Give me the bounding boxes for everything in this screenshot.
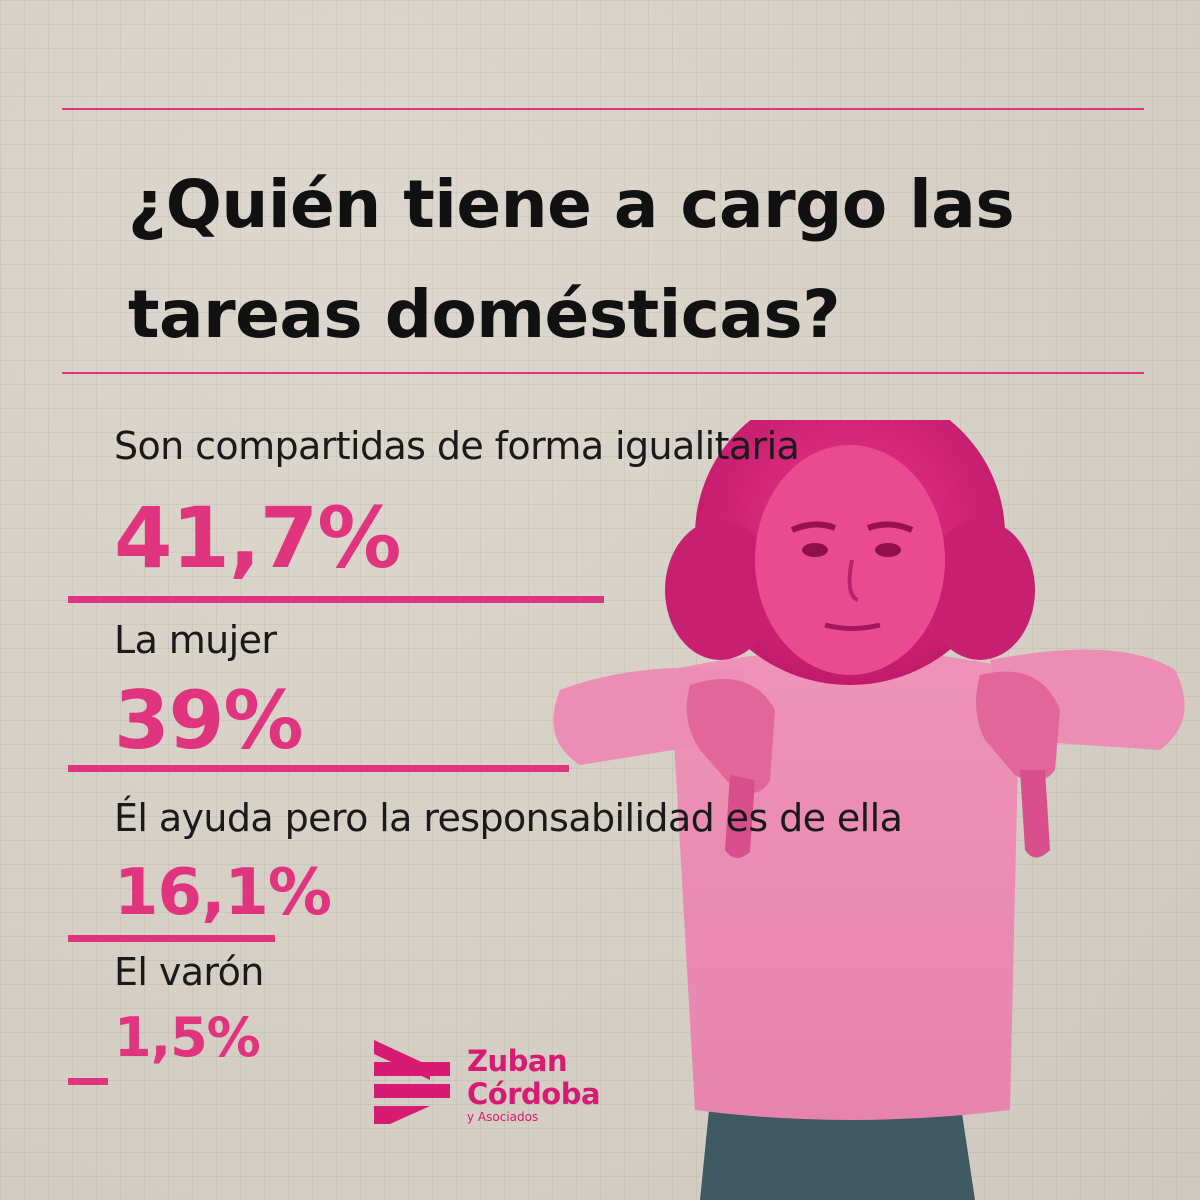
bar-3	[68, 1078, 108, 1085]
title-line-1: ¿Quién tiene a cargo las	[128, 166, 1015, 243]
value-label-2: 16,1%	[114, 856, 332, 930]
value-label-1: 39%	[114, 674, 303, 767]
title-line-2: tareas domésticas?	[128, 276, 841, 353]
woman-thumbs-down-photo	[553, 420, 1185, 1200]
category-label-3: El varón	[114, 950, 264, 994]
category-label-2: Él ayuda pero la responsabilidad es de e…	[114, 796, 903, 840]
category-label-1: La mujer	[114, 618, 277, 662]
zuban-cordoba-logo-icon	[374, 1040, 450, 1124]
bar-0	[68, 596, 604, 603]
page-title: ¿Quién tiene a cargo las tareas doméstic…	[128, 150, 1128, 370]
logo-line-1: Zuban	[467, 1044, 568, 1078]
bar-2	[68, 935, 275, 942]
top-rule	[62, 108, 1144, 110]
value-label-0: 41,7%	[114, 489, 401, 587]
bar-1	[68, 765, 570, 772]
logo-wordmark: Zuban Córdoba y Asociados	[467, 1044, 601, 1124]
title-bottom-rule	[62, 372, 1144, 374]
category-label-0: Son compartidas de forma igualitaria	[114, 424, 800, 468]
value-label-3: 1,5%	[114, 1006, 261, 1069]
logo-line-2: Córdoba	[467, 1077, 601, 1111]
logo-line-3: y Asociados	[467, 1110, 539, 1124]
